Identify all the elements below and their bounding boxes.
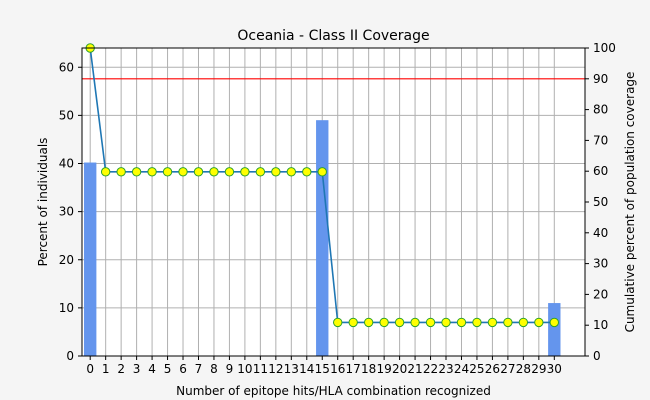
data-point <box>193 167 204 177</box>
y2-tick-label: 20 <box>593 287 608 301</box>
x-tick-label: 12 <box>268 362 283 376</box>
x-tick-label: 18 <box>361 362 376 376</box>
x-tick-label: 15 <box>315 362 330 376</box>
data-point <box>410 317 420 328</box>
y2-axis-label: Cumulative percent of population coverag… <box>623 72 637 333</box>
x-tick-label: 13 <box>284 362 299 376</box>
bars <box>84 120 561 356</box>
y2-tick-label: 60 <box>593 164 608 178</box>
bar <box>84 162 97 356</box>
x-tick-label: 17 <box>346 362 361 376</box>
y2-tick-label: 10 <box>593 318 608 332</box>
bar <box>548 303 561 356</box>
y-tick-label: 20 <box>59 253 74 267</box>
y-tick-label: 30 <box>59 205 74 219</box>
x-tick-label: 23 <box>438 362 453 376</box>
data-point <box>534 317 544 328</box>
data-point <box>503 317 513 328</box>
data-point <box>131 167 142 177</box>
data-point <box>209 167 219 177</box>
x-tick-label: 10 <box>237 362 252 376</box>
y2-tick-label: 0 <box>593 349 601 363</box>
x-tick-label: 5 <box>164 362 172 376</box>
x-tick-label: 19 <box>376 362 391 376</box>
y-tick-label: 60 <box>59 60 74 74</box>
x-tick-label: 27 <box>500 362 515 376</box>
x-tick-label: 20 <box>392 362 407 376</box>
x-tick-label: 4 <box>148 362 156 376</box>
data-point <box>487 317 498 328</box>
y-tick-label: 10 <box>59 301 74 315</box>
data-point <box>363 317 374 328</box>
x-tick-label: 21 <box>407 362 422 376</box>
data-point <box>178 167 188 177</box>
y2-tick-label: 30 <box>593 257 608 271</box>
data-point <box>456 317 467 328</box>
x-tick-label: 2 <box>117 362 125 376</box>
x-tick-label: 0 <box>86 362 94 376</box>
x-tick-label: 29 <box>531 362 546 376</box>
x-tick-label: 22 <box>423 362 438 376</box>
y2-tick-label: 100 <box>593 41 616 55</box>
x-tick-label: 14 <box>299 362 314 376</box>
data-point <box>379 317 389 328</box>
y2-tick-label: 90 <box>593 72 608 86</box>
axes: 0 1 2 3 4 5 6 7 8 9 10 11 12 13 14 15 16 17 18 19 20 21 22 23 24… <box>59 41 616 376</box>
data-point <box>348 317 358 328</box>
x-tick-label: 28 <box>516 362 531 376</box>
x-tick-label: 26 <box>485 362 500 376</box>
x-tick-label: 30 <box>547 362 562 376</box>
x-tick-label: 9 <box>226 362 234 376</box>
data-point <box>317 167 327 177</box>
data-point <box>472 317 482 328</box>
data-point <box>441 317 451 328</box>
y-tick-label: 0 <box>66 349 74 363</box>
data-point <box>302 167 312 177</box>
data-point <box>333 317 343 328</box>
plot-background <box>82 48 585 356</box>
x-tick-label: 11 <box>253 362 268 376</box>
data-point <box>255 167 266 177</box>
x-tick-label: 3 <box>133 362 141 376</box>
bar <box>316 120 329 356</box>
data-point <box>271 167 281 177</box>
data-point <box>100 167 111 177</box>
x-tick-label: 24 <box>454 362 469 376</box>
data-point <box>518 317 529 328</box>
cumulative-line-group <box>85 43 559 328</box>
data-point <box>394 317 405 328</box>
y2-tick-label: 40 <box>593 226 608 240</box>
data-point <box>240 167 250 177</box>
data-point <box>147 167 157 177</box>
y-axis-label: Percent of individuals <box>36 138 50 267</box>
y2-tick-label: 70 <box>593 133 608 147</box>
data-point <box>286 167 297 177</box>
y2-tick-label: 80 <box>593 103 608 117</box>
x-tick-label: 7 <box>195 362 203 376</box>
data-point <box>425 317 436 328</box>
data-point <box>116 167 126 177</box>
x-tick-label: 25 <box>469 362 484 376</box>
x-axis-label: Number of epitope hits/HLA combination r… <box>176 384 491 398</box>
y2-tick-label: 50 <box>593 195 608 209</box>
x-tick-label: 16 <box>330 362 345 376</box>
x-tick-label: 6 <box>179 362 187 376</box>
x-tick-label: 8 <box>210 362 218 376</box>
data-point <box>549 317 559 328</box>
y-tick-label: 40 <box>59 157 74 171</box>
data-point <box>224 167 235 177</box>
y-tick-label: 50 <box>59 108 74 122</box>
chart-title: Oceania - Class II Coverage <box>237 28 429 44</box>
grid <box>82 48 585 357</box>
data-point <box>162 167 173 177</box>
x-tick-label: 1 <box>102 362 110 376</box>
